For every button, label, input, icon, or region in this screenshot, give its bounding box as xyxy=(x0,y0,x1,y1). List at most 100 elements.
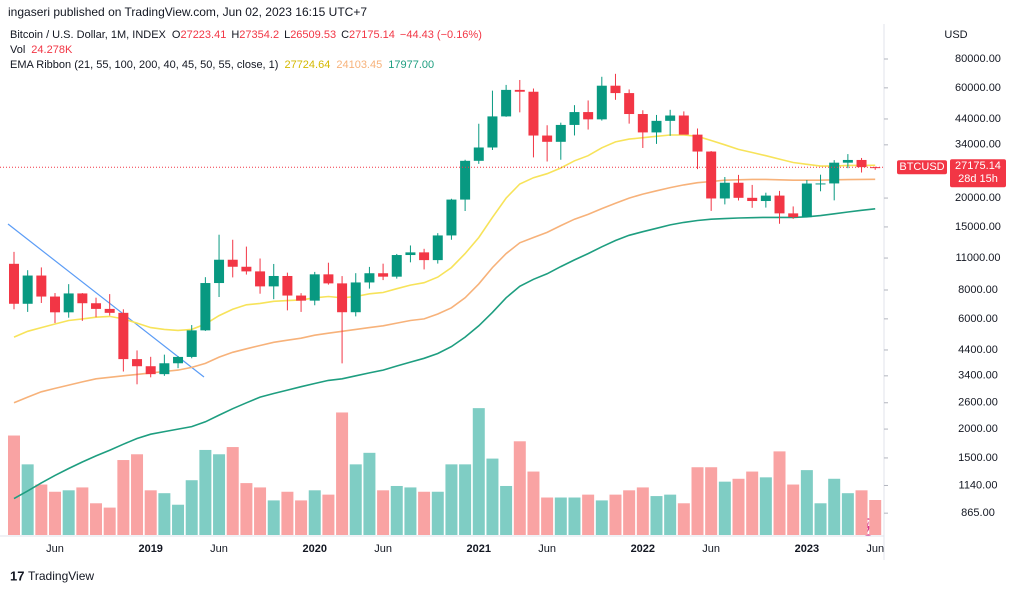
ohlc-value: 27223.41 xyxy=(180,29,226,41)
ohlc-letter: C xyxy=(341,29,349,41)
volume-bar xyxy=(787,484,800,535)
volume-bar xyxy=(103,507,116,535)
candle-body xyxy=(801,183,812,218)
candle-body xyxy=(760,195,771,202)
volume-bar xyxy=(773,451,786,535)
candle-body xyxy=(9,263,19,304)
volume-bar xyxy=(472,408,485,535)
volume-bar xyxy=(144,490,157,535)
volume-bar xyxy=(800,470,813,535)
candle-body xyxy=(173,356,184,364)
symbol-badge xyxy=(897,160,947,175)
volume-bar xyxy=(363,452,376,535)
ohlc-value: 26509.53 xyxy=(290,29,336,41)
ohlc-letter: H xyxy=(231,29,239,41)
volume-bar xyxy=(732,478,745,535)
candle-body xyxy=(651,120,662,133)
volume-bar xyxy=(705,467,718,535)
ema-label: EMA Ribbon (21, 55, 100, 200, 40, 45, 50… xyxy=(10,59,278,71)
candle-body xyxy=(774,195,785,214)
volume-bar xyxy=(131,454,144,535)
candle-body xyxy=(145,366,156,375)
volume-bar xyxy=(377,490,390,535)
candle-body xyxy=(77,293,88,304)
volume-bar xyxy=(459,464,472,535)
candle-body xyxy=(596,85,607,120)
candle-body xyxy=(350,282,361,313)
x-tick-label: Jun xyxy=(374,543,392,555)
volume-bar xyxy=(199,449,212,535)
volume-bar xyxy=(404,487,417,535)
x-tick-label: Jun xyxy=(702,543,720,555)
volume-bar xyxy=(513,441,526,535)
icon-bolt xyxy=(865,521,871,533)
candle-body xyxy=(118,312,129,360)
volume-bar xyxy=(308,490,321,535)
volume-bar xyxy=(336,412,349,535)
candle-body xyxy=(200,283,211,331)
volume-bar xyxy=(814,503,827,535)
volume-bar xyxy=(582,494,595,535)
y-tick-label: 865.00 xyxy=(961,507,995,519)
volume-bar xyxy=(609,494,622,535)
volume-bar xyxy=(855,490,868,535)
symbol-badge-text: BTCUSD xyxy=(899,161,944,173)
legend-line: Bitcoin / U.S. Dollar, 1M, INDEX O27223.4… xyxy=(10,29,482,41)
symbol-title: Bitcoin / U.S. Dollar, 1M, INDEX xyxy=(10,29,167,41)
candle-body xyxy=(186,330,197,357)
x-tick-label: 2023 xyxy=(795,543,819,555)
candle-body xyxy=(446,199,457,236)
candle-body xyxy=(870,167,881,169)
volume-bar xyxy=(869,499,882,535)
y-tick-label: 1500.00 xyxy=(958,452,998,464)
candle-body xyxy=(747,197,758,202)
volume-bar xyxy=(650,496,663,535)
x-tick-label: Jun xyxy=(538,543,556,555)
candle-body xyxy=(555,124,566,142)
volume-bar xyxy=(418,491,431,535)
candle-body xyxy=(214,259,225,284)
candle-body xyxy=(856,159,867,168)
candle-body xyxy=(719,182,730,199)
candle-body xyxy=(323,274,334,284)
candle-body xyxy=(50,296,61,313)
candle-body xyxy=(788,213,799,218)
volume-bar xyxy=(664,494,677,535)
volume-bar xyxy=(677,503,690,535)
candle-body xyxy=(378,273,389,277)
volume-bar xyxy=(267,500,280,535)
volume-bar xyxy=(117,460,130,535)
y-tick-label: 3400.00 xyxy=(958,370,998,382)
currency-label: USD xyxy=(944,29,967,41)
volume-bar xyxy=(554,497,567,535)
volume-bar xyxy=(445,464,458,535)
y-tick-label: 60000.00 xyxy=(955,82,1001,94)
y-tick-label: 1140.00 xyxy=(959,479,998,491)
ema-legend: EMA Ribbon (21, 55, 100, 200, 40, 45, 50… xyxy=(10,59,434,71)
volume-bar xyxy=(76,487,89,535)
candle-body xyxy=(678,115,689,135)
y-tick-label: 2000.00 xyxy=(958,423,998,435)
trend-line xyxy=(7,223,205,378)
candle-body xyxy=(364,273,375,283)
candle-body xyxy=(419,252,430,261)
candle-body xyxy=(132,359,143,367)
volume-bar xyxy=(541,497,554,535)
volume-bar xyxy=(172,504,185,535)
volume-legend: Vol 24.278K xyxy=(10,44,73,56)
volume-bar xyxy=(390,485,403,535)
volume-bar xyxy=(8,435,20,535)
volume-bar xyxy=(158,493,171,535)
volume-value: 24.278K xyxy=(31,44,73,56)
brand: 17 TradingView xyxy=(10,568,94,583)
x-tick-label: 2021 xyxy=(467,543,491,555)
volume-bar xyxy=(281,491,294,535)
volume-bar xyxy=(746,471,759,535)
ema-line xyxy=(13,134,876,338)
volume-bar xyxy=(841,493,854,535)
volume-bar xyxy=(90,503,103,535)
x-tick-label: Jun xyxy=(46,543,64,555)
candle-body xyxy=(391,255,402,277)
y-tick-label: 44000.00 xyxy=(955,113,1001,125)
